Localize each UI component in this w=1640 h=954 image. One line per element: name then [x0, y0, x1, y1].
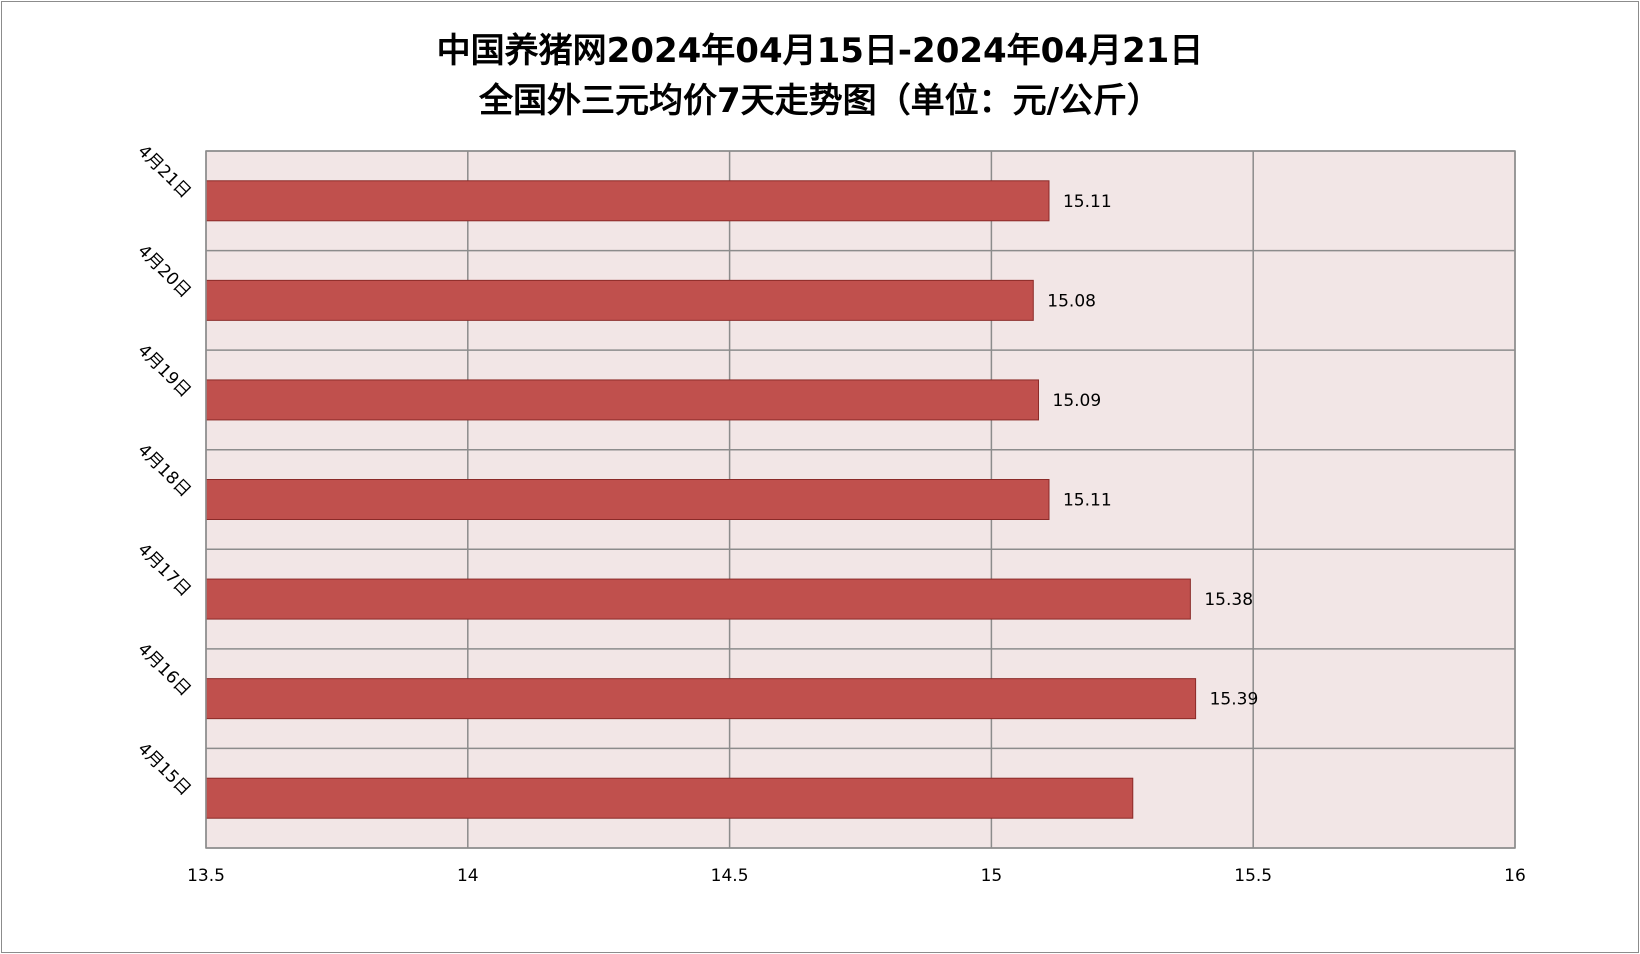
- data-label: 15.11: [1063, 192, 1112, 212]
- category-label: 4月17日: [133, 540, 194, 601]
- chart-title: 中国养猪网2024年04月15日-2024年04月21日: [436, 31, 1204, 71]
- category-label: 4月18日: [133, 440, 194, 501]
- data-label: 15.39: [1210, 690, 1259, 710]
- bar: [205, 180, 1050, 222]
- category-label: 4月21日: [133, 141, 194, 202]
- bar: [205, 379, 1040, 421]
- data-label: 15.38: [1204, 590, 1253, 610]
- bar: [205, 777, 1134, 819]
- category-label: 4月19日: [133, 341, 194, 402]
- x-tick-label: 15: [981, 866, 1003, 886]
- bar: [205, 279, 1034, 321]
- bar: [205, 678, 1197, 720]
- data-label: 15.09: [1053, 391, 1102, 411]
- chart-subtitle: 全国外三元均价7天走势图（单位：元/公斤）: [478, 81, 1162, 121]
- chart-title-block: 中国养猪网2024年04月15日-2024年04月21日 全国外三元均价7天走势…: [0, 26, 1640, 126]
- category-label: 4月20日: [133, 241, 194, 302]
- bar: [205, 479, 1050, 520]
- category-label: 4月16日: [133, 639, 194, 700]
- data-label: 15.11: [1063, 491, 1112, 511]
- x-tick-label: 15.5: [1234, 866, 1272, 886]
- x-tick-label: 13.5: [187, 866, 225, 886]
- category-label: 4月15日: [133, 739, 194, 800]
- plot-border: [205, 150, 1516, 849]
- bar: [205, 578, 1191, 620]
- x-tick-label: 14: [457, 866, 479, 886]
- data-label: 15.08: [1047, 291, 1096, 311]
- x-tick-label: 16: [1504, 866, 1526, 886]
- x-tick-label: 14.5: [711, 866, 749, 886]
